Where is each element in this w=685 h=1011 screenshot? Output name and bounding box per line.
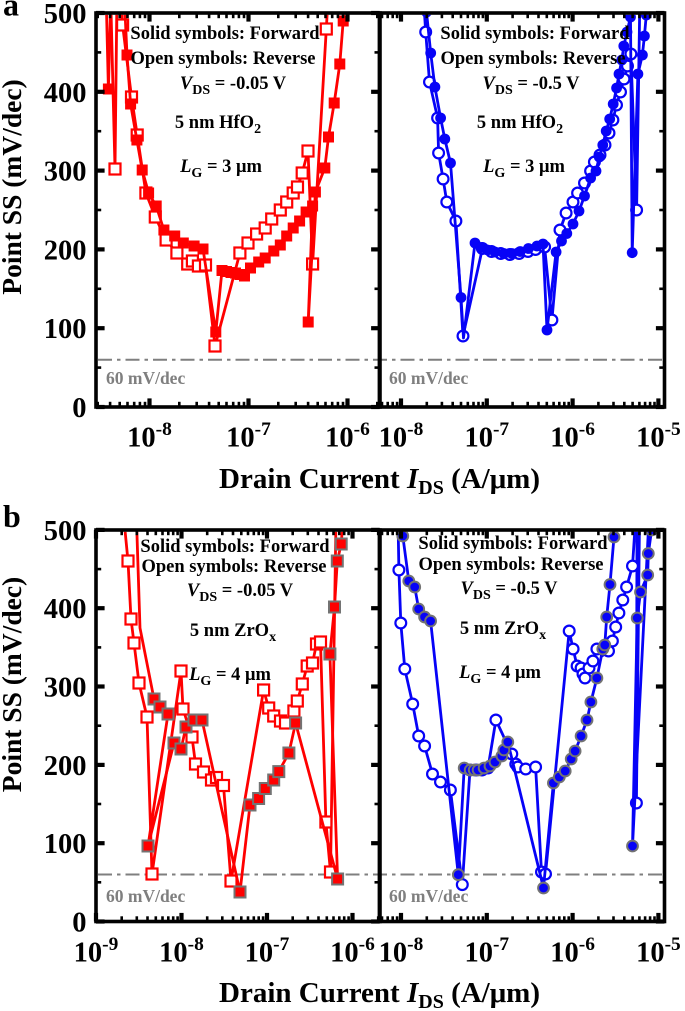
svg-text:LG = 3 μm: LG = 3 μm xyxy=(482,157,565,181)
svg-text:100: 100 xyxy=(44,829,87,860)
svg-text:200: 200 xyxy=(44,235,87,266)
svg-text:Solid symbols: Forward: Solid symbols: Forward xyxy=(418,534,608,554)
svg-text:100: 100 xyxy=(44,314,87,345)
svg-text:Open symbols: Reverse: Open symbols: Reverse xyxy=(441,49,626,69)
svg-text:VDS = -0.5 V: VDS = -0.5 V xyxy=(461,579,559,603)
svg-text:b: b xyxy=(3,498,21,534)
svg-text:400: 400 xyxy=(44,78,87,109)
svg-text:500: 500 xyxy=(44,516,87,547)
svg-text:VDS = -0.05 V: VDS = -0.05 V xyxy=(180,74,287,98)
svg-text:Point SS (mV/dec): Point SS (mV/dec) xyxy=(0,79,27,294)
svg-text:60 mV/dec: 60 mV/dec xyxy=(389,886,468,906)
svg-text:Open symbols: Reverse: Open symbols: Reverse xyxy=(142,557,327,577)
svg-text:Drain Current IDS (A/μm): Drain Current IDS (A/μm) xyxy=(219,977,540,1011)
svg-text:500: 500 xyxy=(44,0,87,30)
svg-text:VDS = -0.5 V: VDS = -0.5 V xyxy=(483,74,581,98)
svg-text:60 mV/dec: 60 mV/dec xyxy=(389,368,468,388)
svg-text:VDS = -0.05 V: VDS = -0.05 V xyxy=(187,581,294,605)
svg-text:Solid symbols: Forward: Solid symbols: Forward xyxy=(130,24,320,44)
svg-text:LG = 4 μm: LG = 4 μm xyxy=(188,665,271,689)
svg-text:a: a xyxy=(3,0,19,23)
svg-text:300: 300 xyxy=(44,157,87,188)
svg-text:Point SS (mV/dec): Point SS (mV/dec) xyxy=(0,577,27,792)
svg-text:Open symbols: Reverse: Open symbols: Reverse xyxy=(419,555,604,575)
svg-text:Solid symbols: Forward: Solid symbols: Forward xyxy=(440,24,630,44)
svg-text:10-6: 10-6 xyxy=(330,934,375,969)
svg-text:400: 400 xyxy=(44,594,87,625)
svg-text:60 mV/dec: 60 mV/dec xyxy=(106,368,185,388)
svg-text:0: 0 xyxy=(72,393,86,424)
svg-text:60 mV/dec: 60 mV/dec xyxy=(106,886,185,906)
svg-text:Open symbols: Reverse: Open symbols: Reverse xyxy=(131,49,316,69)
svg-text:200: 200 xyxy=(44,751,87,782)
svg-text:Drain Current IDS (A/μm): Drain Current IDS (A/μm) xyxy=(219,463,540,499)
svg-text:LG = 4 μm: LG = 4 μm xyxy=(458,663,541,687)
svg-text:300: 300 xyxy=(44,673,87,704)
svg-text:LG = 3 μm: LG = 3 μm xyxy=(179,157,262,181)
svg-text:Solid symbols: Forward: Solid symbols: Forward xyxy=(140,537,330,557)
svg-text:0: 0 xyxy=(72,908,86,939)
